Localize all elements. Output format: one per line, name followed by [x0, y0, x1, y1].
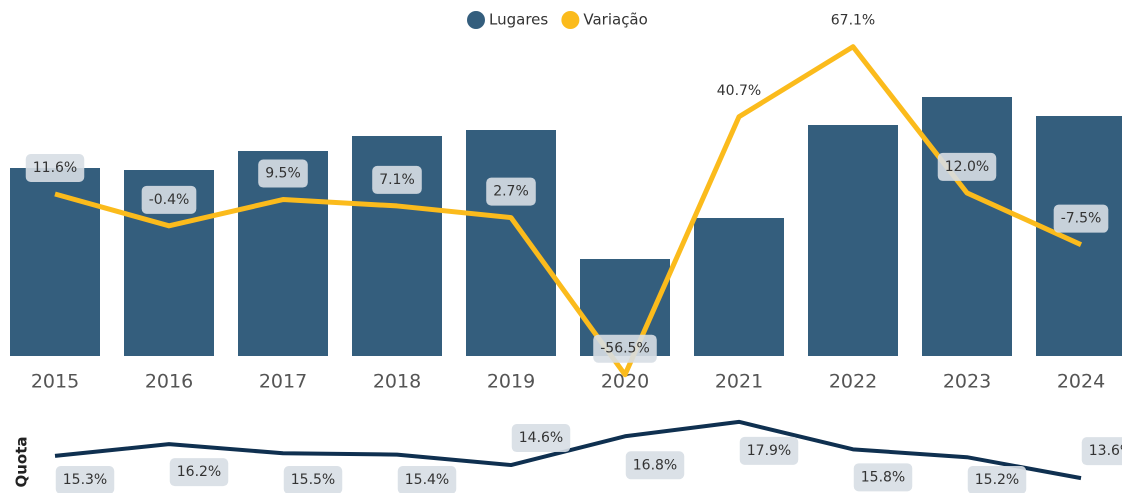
bar	[10, 168, 100, 356]
y-axis-label: Quota	[13, 436, 31, 487]
value-label-group: 12.0%	[937, 152, 997, 181]
bar	[466, 130, 556, 356]
value-label: -7.5%	[1061, 211, 1102, 227]
label-box	[486, 177, 536, 206]
value-label-group: 67.1%	[831, 13, 875, 29]
value-label: 7.1%	[379, 172, 415, 188]
legend-label: Lugares	[489, 11, 548, 29]
value-label-group: 14.6%	[511, 424, 571, 453]
x-tick-label: 2020	[601, 371, 649, 393]
value-label: 14.6%	[519, 430, 563, 446]
x-tick-label: 2017	[259, 371, 307, 393]
label-box	[55, 466, 115, 493]
bar	[694, 218, 784, 356]
label-box	[511, 424, 571, 453]
x-tick-label: 2019	[487, 371, 535, 393]
label-box	[853, 463, 913, 492]
label-box	[372, 165, 422, 194]
label-box	[937, 152, 997, 181]
value-label: 2.7%	[493, 184, 529, 200]
value-label-group: 15.2%	[967, 466, 1027, 493]
value-label: 15.3%	[63, 472, 107, 488]
label-box	[739, 436, 799, 465]
label-box	[25, 153, 85, 182]
value-label: 16.2%	[177, 464, 221, 480]
value-label: 11.6%	[33, 160, 77, 176]
value-label: 15.4%	[405, 472, 449, 488]
value-label: 15.5%	[291, 472, 335, 488]
legend-swatch	[561, 11, 580, 29]
legend-label: Variação	[583, 11, 647, 29]
value-label-group: 9.5%	[258, 159, 308, 188]
value-label-group: 15.3%	[55, 466, 115, 493]
label-box	[967, 466, 1027, 493]
x-tick-label: 2023	[943, 371, 991, 393]
x-tick-label: 2018	[373, 371, 421, 393]
bar	[922, 97, 1012, 356]
value-label: 9.5%	[265, 166, 301, 182]
x-tick-label: 2016	[145, 371, 193, 393]
value-label: 17.9%	[747, 443, 791, 459]
label-box	[625, 451, 685, 480]
value-label: 12.0%	[945, 159, 989, 175]
value-label-group: 15.8%	[853, 463, 913, 492]
bar	[808, 125, 898, 356]
value-label-group: 15.5%	[283, 466, 343, 493]
value-label-group: 16.2%	[169, 458, 229, 487]
value-label-group: 16.8%	[625, 451, 685, 480]
x-tick-label: 2021	[715, 371, 763, 393]
bar	[1036, 116, 1122, 356]
value-label: 15.2%	[975, 472, 1019, 488]
label-box	[169, 458, 229, 487]
value-label-group: 2.7%	[486, 177, 536, 206]
label-box	[1081, 437, 1122, 466]
value-label: -0.4%	[149, 192, 190, 208]
label-box	[397, 466, 457, 493]
legend-swatch	[467, 11, 485, 29]
value-label-group: -7.5%	[1053, 204, 1109, 233]
value-label: 16.8%	[633, 457, 677, 473]
label-box	[141, 185, 197, 214]
line	[54, 44, 1083, 378]
value-label: 13.6%	[1089, 443, 1122, 459]
value-label-group: 17.9%	[739, 436, 799, 465]
x-tick-label: 2024	[1057, 371, 1105, 393]
x-tick-label: 2022	[829, 371, 877, 393]
value-label: -56.5%	[600, 341, 650, 357]
label-box	[283, 466, 343, 493]
value-label-group: 11.6%	[25, 153, 85, 182]
label-box	[593, 334, 657, 363]
value-label: 67.1%	[831, 13, 875, 29]
value-label-group: 40.7%	[717, 83, 761, 99]
x-tick-label: 2015	[31, 371, 79, 393]
label-box	[258, 159, 308, 188]
value-label-group: 15.4%	[397, 466, 457, 493]
value-label-group: -0.4%	[141, 185, 197, 214]
value-label-group: 13.6%	[1081, 437, 1122, 466]
label-box	[1053, 204, 1109, 233]
value-label: 15.8%	[861, 469, 905, 485]
value-label-group: 7.1%	[372, 165, 422, 194]
value-label: 40.7%	[717, 83, 761, 99]
value-label-group: -56.5%	[593, 334, 657, 363]
